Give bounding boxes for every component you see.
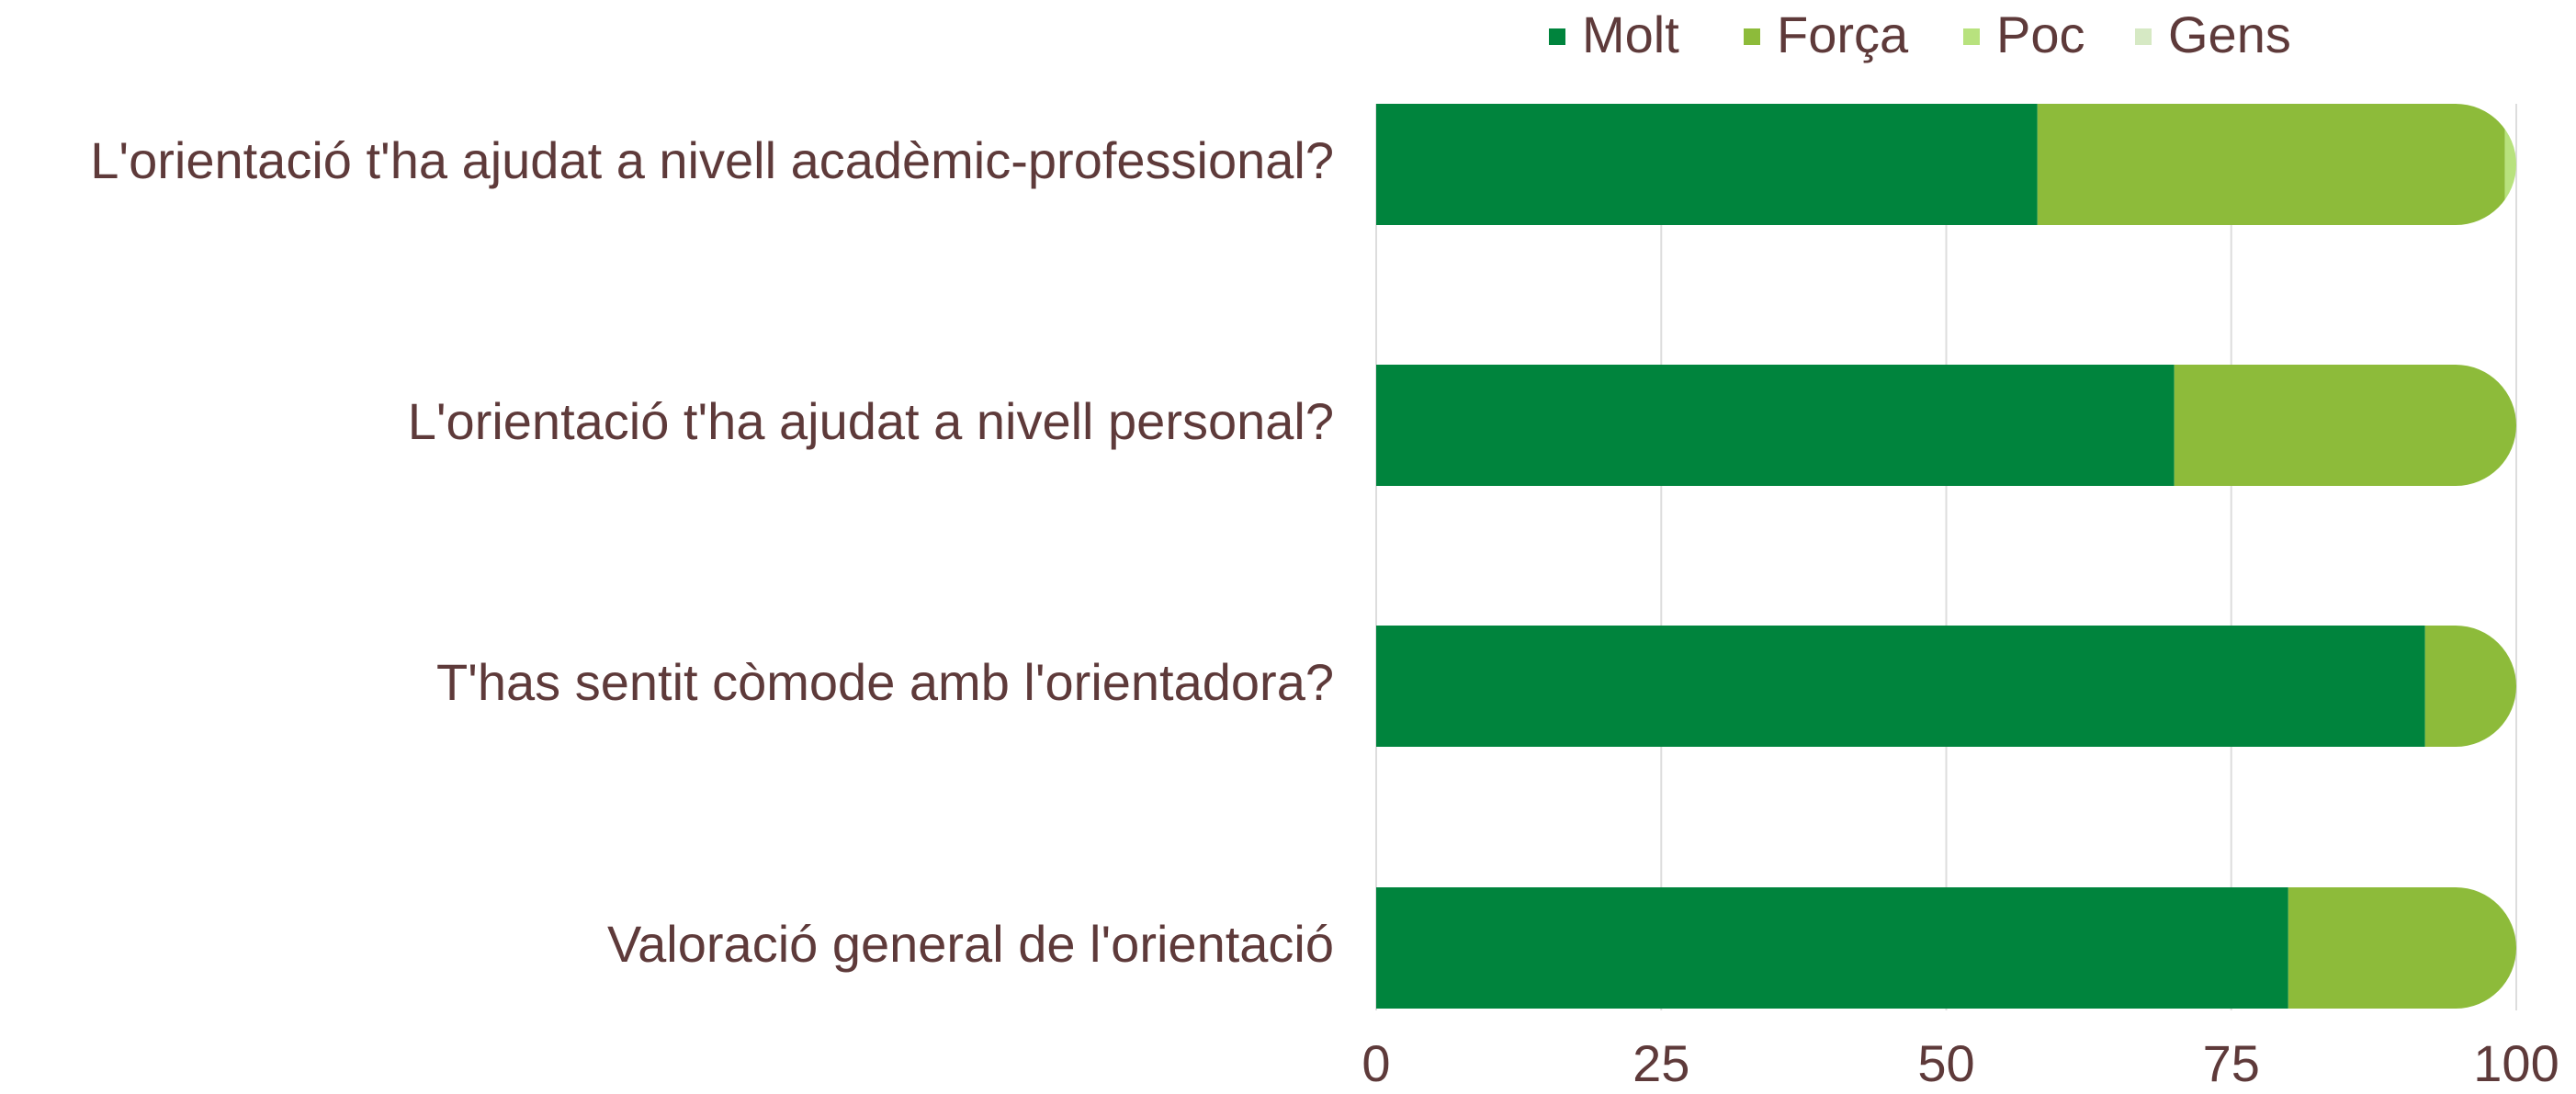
- bar-row: [1376, 365, 2516, 486]
- bar-segment: [1376, 365, 2175, 486]
- bar-row: [1376, 626, 2516, 747]
- legend-swatch: [1963, 28, 1980, 45]
- y-tick-label: Valoració general de l'orientació: [607, 915, 1334, 973]
- legend-label: Poc: [1996, 6, 2085, 63]
- x-tick-label: 100: [2473, 1034, 2559, 1092]
- legend-swatch: [1549, 28, 1565, 45]
- bar-segment: [2174, 365, 2516, 486]
- bar-segment: [1376, 104, 2038, 225]
- y-tick-label: T'has sentit còmode amb l'orientadora?: [436, 653, 1334, 711]
- x-tick-label: 50: [1917, 1034, 1974, 1092]
- bar-segment: [2288, 887, 2516, 1009]
- legend-label: Gens: [2168, 6, 2291, 63]
- bar-segment: [2424, 626, 2516, 747]
- y-tick-label: L'orientació t'ha ajudat a nivell acadèm…: [90, 131, 1334, 189]
- bar-segment: [1376, 626, 2425, 747]
- legend-label: Força: [1777, 6, 1909, 63]
- legend-swatch: [1744, 28, 1760, 45]
- x-tick-label: 25: [1633, 1034, 1689, 1092]
- legend-swatch: [2135, 28, 2152, 45]
- x-tick-label: 0: [1361, 1034, 1390, 1092]
- bar-row: [1376, 104, 2516, 225]
- bar-segment: [1376, 887, 2288, 1009]
- bar-segment: [2504, 104, 2516, 225]
- y-tick-label: L'orientació t'ha ajudat a nivell person…: [408, 392, 1334, 450]
- x-tick-label: 75: [2203, 1034, 2260, 1092]
- bar-row: [1376, 887, 2516, 1009]
- legend-label: Molt: [1582, 6, 1679, 63]
- bar-segment: [2037, 104, 2505, 225]
